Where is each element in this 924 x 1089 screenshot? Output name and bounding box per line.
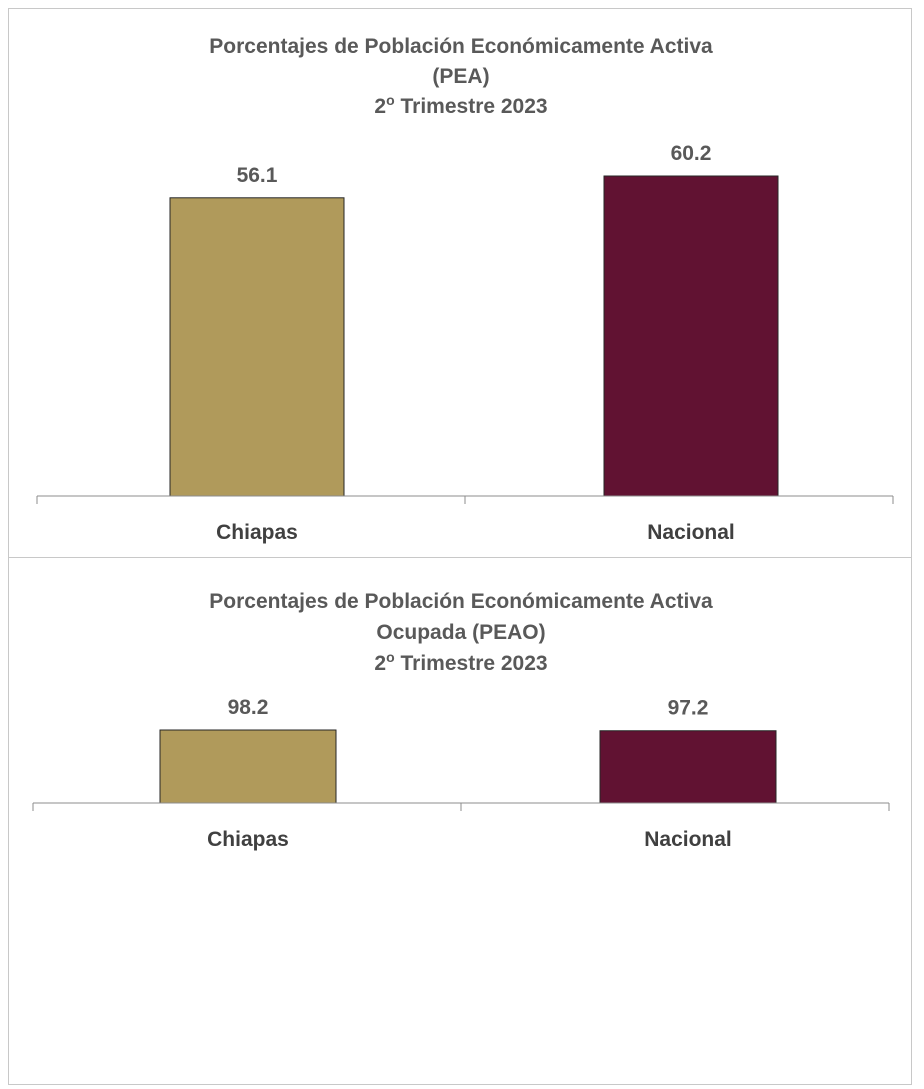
pea-bar-chart: Porcentajes de Población Económicamente … <box>36 35 894 544</box>
chart-panel-peao: Porcentajes de Población Económicamente … <box>8 557 912 1085</box>
data-label-chiapas: 56.1 <box>237 164 278 187</box>
chart-title-line-3: 2o Trimestre 2023 <box>374 649 547 675</box>
peao-bar-chart: Porcentajes de Población Económicamente … <box>32 590 890 851</box>
category-label-nacional: Nacional <box>647 521 735 544</box>
category-label-chiapas: Chiapas <box>216 521 298 544</box>
chart-title-line-1: Porcentajes de Población Económicamente … <box>209 35 713 58</box>
data-label-chiapas: 98.2 <box>228 696 269 719</box>
category-label-nacional: Nacional <box>644 828 732 851</box>
category-label-chiapas: Chiapas <box>207 828 289 851</box>
bar-nacional <box>599 730 777 804</box>
chart-title-line-3: 2o Trimestre 2023 <box>374 92 547 118</box>
bar-nacional <box>603 175 779 497</box>
chart-title-line-2: (PEA) <box>432 65 489 88</box>
bar-chiapas <box>169 197 345 497</box>
chart-panel-pea: Porcentajes de Población Económicamente … <box>8 8 912 558</box>
bar-chiapas <box>159 729 337 804</box>
data-label-nacional: 97.2 <box>668 697 709 720</box>
data-label-nacional: 60.2 <box>671 142 712 165</box>
chart-title-line-1: Porcentajes de Población Económicamente … <box>209 590 713 613</box>
chart-title-line-2: Ocupada (PEAO) <box>376 621 545 644</box>
